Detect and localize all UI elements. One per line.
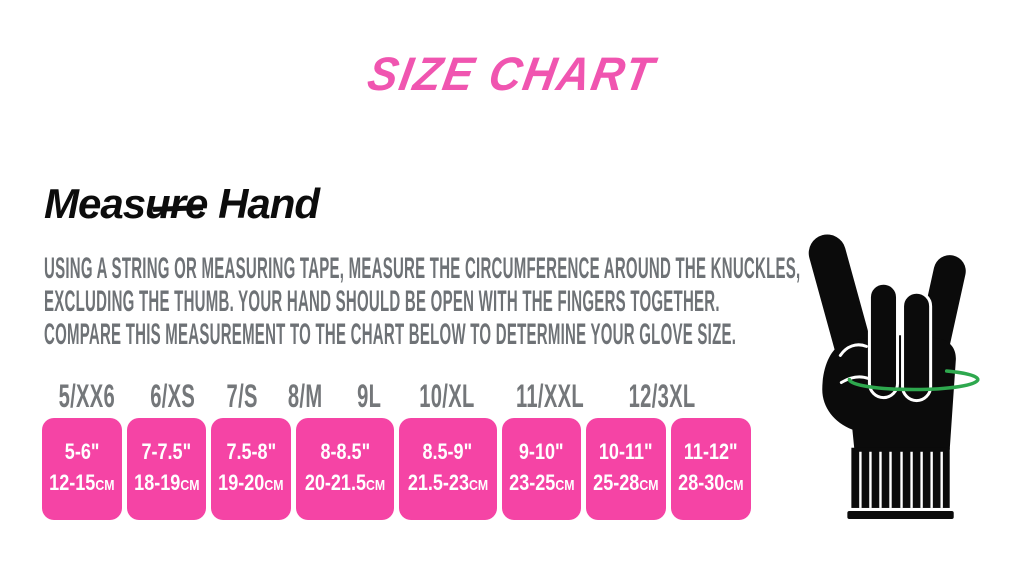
size-column-header: 6/XS [149,377,195,414]
cuff-ribbing [859,451,943,508]
size-cell: 10-11" 25-28CM [586,418,666,520]
cm-range: 28-30CM [678,472,743,497]
cm-unit: CM [179,477,200,494]
cm-unit: CM [264,477,284,494]
inches-range: 11-12" [683,439,738,464]
size-table: 5/XX6 6/XS 7/S 8/M 9L 10/XL 11/XXL 12/3X… [42,376,751,520]
cm-value: 19-20 [218,470,265,495]
folded-ring-finger [901,290,933,403]
inches-range: 8.5-9" [422,439,473,464]
page-title-container: SIZE CHART [0,46,1024,101]
size-cell: 5-6" 12-15CM [42,418,122,520]
size-column-header: 5/XX6 [58,377,116,414]
cm-range: 19-20CM [218,472,283,497]
inches-range: 7-7.5" [141,439,192,464]
inches-range: 10-11" [599,439,653,464]
size-cell: 7-7.5" 18-19CM [126,418,207,520]
size-column-header: 8/M [288,377,323,414]
glove-illustration [792,229,987,525]
cm-value: 21.5-23 [407,470,469,495]
cm-value: 12-15 [49,470,96,495]
instructions-line: EXCLUDING THE THUMB. YOUR HAND SHOULD BE… [44,285,720,318]
size-cell: 9-10" 23-25CM [501,418,582,520]
cm-unit: CM [555,477,575,494]
size-column-header: 9L [356,377,381,414]
size-cell: 7.5-8" 19-20CM [211,418,291,520]
cm-range: 12-15CM [49,472,114,497]
inches-range: 8-8.5" [319,439,370,464]
cm-range: 23-25CM [509,472,574,497]
cm-unit: CM [95,477,115,494]
size-table-value-row: 5-6" 12-15CM 7-7.5" 18-19CM 7.5-8" 19-20… [42,418,751,520]
cm-value: 18-19 [133,470,180,495]
cm-range: 25-28CM [594,472,659,497]
cm-unit: CM [365,477,385,494]
inches-range: 7.5-8" [226,439,276,464]
size-column-header: 10/XL [419,377,475,414]
knuckle-creases [838,343,870,385]
cm-range: 21.5-23CM [408,472,488,497]
cm-range: 18-19CM [134,472,199,497]
measure-hand-heading: Measure Hand [44,180,320,227]
size-column-header: 12/3XL [628,377,696,414]
pinky-finger [916,255,966,365]
cm-unit: CM [639,477,659,494]
instructions-line: COMPARE THIS MEASUREMENT TO THE CHART BE… [44,318,737,351]
inches-range: 5-6" [64,439,100,464]
size-cell: 8-8.5" 20-21.5CM [295,418,394,520]
size-cell: 8.5-9" 21.5-23CM [398,418,497,520]
cm-value: 28-30 [678,470,725,495]
page-title: SIZE CHART [364,47,660,100]
cm-unit: CM [468,477,488,494]
cm-value: 25-28 [593,470,640,495]
instructions-paragraph: USING A STRING OR MEASURING TAPE, MEASUR… [44,252,1024,351]
cm-value: 20-21.5 [304,470,366,495]
folded-middle-finger [867,281,900,400]
size-cell: 11-12" 28-30CM [670,418,751,520]
instructions-line: USING A STRING OR MEASURING TAPE, MEASUR… [44,252,801,285]
cm-unit: CM [724,477,744,494]
measuring-string [847,369,980,392]
cm-range: 20-21.5CM [305,472,385,497]
size-table-header-row: 5/XX6 6/XS 7/S 8/M 9L 10/XL 11/XXL 12/3X… [42,376,715,416]
cm-value: 23-25 [508,470,556,495]
size-column-header: 11/XXL [515,377,584,414]
size-column-header: 7/S [226,377,258,414]
inches-range: 9-10" [519,439,564,464]
cuff-band [847,510,954,519]
